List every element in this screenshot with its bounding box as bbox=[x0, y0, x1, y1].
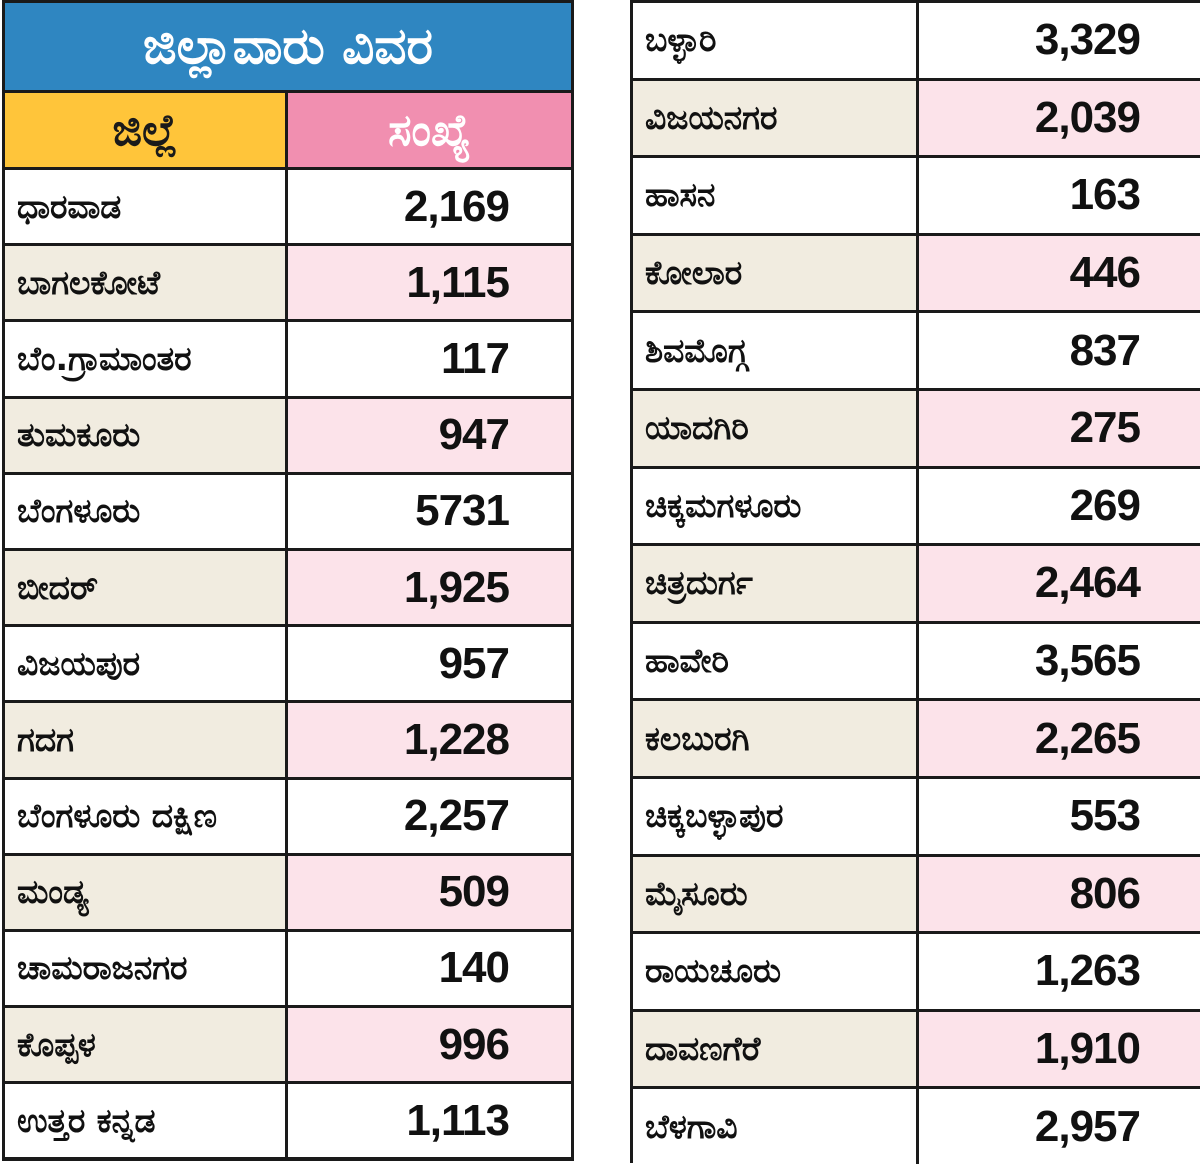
district-count: 446 bbox=[919, 235, 1200, 311]
table-row: ಗದಗ 1,228 bbox=[5, 703, 571, 780]
table-row: ಚಿಕ್ಕಮಗಳೂರು 269 bbox=[633, 468, 1200, 547]
table-title: ಜಿಲ್ಲಾವಾರು ವಿವರ bbox=[5, 3, 571, 93]
district-header: ಜಿಲ್ಲೆ bbox=[5, 93, 288, 167]
left-table: ಜಿಲ್ಲಾವಾರು ವಿವರ ಜಿಲ್ಲೆ ಸಂಖ್ಯೆ ಧಾರವಾಡ 2,16… bbox=[2, 0, 574, 1161]
table-row: ಬೆಂ.ಗ್ರಾಮಾಂತರ 117 bbox=[5, 322, 571, 399]
table-row: ಚಿತ್ರದುರ್ಗ 2,464 bbox=[633, 546, 1200, 624]
table-row: ಬೆಳಗಾವಿ 2,957 bbox=[633, 1089, 1200, 1164]
district-count: 163 bbox=[919, 158, 1200, 233]
table-row: ದಾವಣಗೆರೆ 1,910 bbox=[633, 1011, 1200, 1090]
district-count: 3,565 bbox=[919, 623, 1200, 699]
table-row: ಉತ್ತರ ಕನ್ನಡ 1,113 bbox=[5, 1084, 571, 1158]
district-name: ಚಿತ್ರದುರ್ಗ bbox=[633, 546, 919, 621]
district-name: ತುಮಕೂರು bbox=[5, 398, 288, 472]
district-count: 947 bbox=[288, 398, 571, 472]
district-name: ವಿಜಯನಗರ bbox=[633, 80, 919, 156]
table-row: ಮೈಸೂರು 806 bbox=[633, 856, 1200, 935]
district-name: ವಿಜಯಪುರ bbox=[5, 627, 288, 701]
table-row: ಬಾಗಲಕೋಟೆ 1,115 bbox=[5, 246, 571, 323]
district-name: ಧಾರವಾಡ bbox=[5, 170, 288, 244]
table-row: ತುಮಕೂರು 947 bbox=[5, 398, 571, 475]
district-count: 2,957 bbox=[919, 1089, 1200, 1164]
table-row: ಚಿಕ್ಕಬಳ್ಳಾಪುರ 553 bbox=[633, 778, 1200, 857]
right-table-body: ಬಳ್ಳಾರಿ 3,329 ವಿಜಯನಗರ 2,039 ಹಾಸನ 163 ಕೋಲಾರ 446 ಶ… bbox=[633, 3, 1200, 1164]
table-row: ಬೆಂಗಳೂರು ದಕ್ಷಿಣ 2,257 bbox=[5, 779, 571, 856]
header-row: ಜಿಲ್ಲೆ ಸಂಖ್ಯೆ bbox=[5, 93, 571, 170]
district-count: 2,169 bbox=[288, 170, 571, 244]
district-count: 996 bbox=[288, 1008, 571, 1082]
table-row: ಹಾವೇರಿ 3,565 bbox=[633, 623, 1200, 702]
district-name: ಬೆಂಗಳೂರು bbox=[5, 474, 288, 548]
district-count: 1,228 bbox=[288, 703, 571, 777]
table-row: ಕೊಪ್ಪಳ 996 bbox=[5, 1008, 571, 1085]
district-name: ಕೋಲಾರ bbox=[633, 235, 919, 311]
district-name: ಕಲಬುರಗಿ bbox=[633, 701, 919, 776]
table-row: ಚಾಮರಾಜನಗರ 140 bbox=[5, 931, 571, 1009]
right-table: ಬಳ್ಳಾರಿ 3,329 ವಿಜಯನಗರ 2,039 ಹಾಸನ 163 ಕೋಲಾರ 446 ಶ… bbox=[630, 0, 1200, 1164]
district-name: ರಾಯಚೂರು bbox=[633, 934, 919, 1009]
district-count: 269 bbox=[919, 468, 1200, 544]
district-name: ಬಾಗಲಕೋಟೆ bbox=[5, 246, 288, 320]
district-count: 1,115 bbox=[288, 246, 571, 320]
district-name: ಉತ್ತರ ಕನ್ನಡ bbox=[5, 1084, 288, 1158]
district-count: 1,925 bbox=[288, 550, 571, 625]
district-name: ಚಿಕ್ಕಬಳ್ಳಾಪುರ bbox=[633, 778, 919, 854]
table-row: ಬೆಂಗಳೂರು 5731 bbox=[5, 474, 571, 551]
district-count: 2,265 bbox=[919, 701, 1200, 776]
district-name: ಬೆಳಗಾವಿ bbox=[633, 1089, 919, 1164]
district-count: 5731 bbox=[288, 474, 571, 548]
table-row: ವಿಜಯಪುರ 957 bbox=[5, 627, 571, 704]
district-name: ಹಾಸನ bbox=[633, 158, 919, 233]
table-row: ಮಂಡ್ಯ 509 bbox=[5, 855, 571, 932]
district-name: ಮೈಸೂರು bbox=[633, 856, 919, 932]
table-row: ರಾಯಚೂರು 1,263 bbox=[633, 934, 1200, 1012]
district-count: 3,329 bbox=[919, 3, 1200, 78]
table-row: ಬೀದರ್ 1,925 bbox=[5, 550, 571, 628]
table-row: ಬಳ್ಳಾರಿ 3,329 bbox=[633, 3, 1200, 81]
district-name: ಬೆಂ.ಗ್ರಾಮಾಂತರ bbox=[5, 322, 288, 396]
district-count: 1,910 bbox=[919, 1011, 1200, 1087]
district-name: ದಾವಣಗೆರೆ bbox=[633, 1011, 919, 1087]
district-count: 2,039 bbox=[919, 80, 1200, 156]
table-row: ಕೋಲಾರ 446 bbox=[633, 235, 1200, 314]
district-name: ಗದಗ bbox=[5, 703, 288, 777]
district-name: ಬೆಂಗಳೂರು ದಕ್ಷಿಣ bbox=[5, 779, 288, 853]
district-count: 275 bbox=[919, 390, 1200, 466]
district-count: 806 bbox=[919, 856, 1200, 932]
district-name: ಶಿವಮೊಗ್ಗ bbox=[633, 313, 919, 388]
left-table-body: ಧಾರವಾಡ 2,169 ಬಾಗಲಕೋಟೆ 1,115 ಬೆಂ.ಗ್ರಾಮಾಂತರ 117… bbox=[5, 170, 571, 1158]
district-count: 837 bbox=[919, 313, 1200, 388]
district-name: ಕೊಪ್ಪಳ bbox=[5, 1008, 288, 1082]
count-header: ಸಂಖ್ಯೆ bbox=[288, 93, 571, 167]
district-count: 2,257 bbox=[288, 779, 571, 853]
district-count: 117 bbox=[288, 322, 571, 396]
district-count: 509 bbox=[288, 855, 571, 929]
table-row: ಹಾಸನ 163 bbox=[633, 158, 1200, 236]
district-name: ಹಾವೇರಿ bbox=[633, 623, 919, 699]
district-count: 1,113 bbox=[288, 1084, 571, 1158]
district-count: 2,464 bbox=[919, 546, 1200, 621]
table-row: ವಿಜಯನಗರ 2,039 bbox=[633, 80, 1200, 159]
district-count: 553 bbox=[919, 778, 1200, 854]
district-name: ಯಾದಗಿರಿ bbox=[633, 390, 919, 466]
table-row: ಕಲಬುರಗಿ 2,265 bbox=[633, 701, 1200, 779]
table-row: ಯಾದಗಿರಿ 275 bbox=[633, 390, 1200, 469]
district-name: ಚಾಮರಾಜನಗರ bbox=[5, 931, 288, 1006]
district-count: 957 bbox=[288, 627, 571, 701]
district-count: 140 bbox=[288, 931, 571, 1006]
district-name: ಬೀದರ್ bbox=[5, 550, 288, 625]
table-row: ಧಾರವಾಡ 2,169 bbox=[5, 170, 571, 247]
district-name: ಚಿಕ್ಕಮಗಳೂರು bbox=[633, 468, 919, 544]
district-name: ಬಳ್ಳಾರಿ bbox=[633, 3, 919, 78]
district-count: 1,263 bbox=[919, 934, 1200, 1009]
table-row: ಶಿವಮೊಗ್ಗ 837 bbox=[633, 313, 1200, 391]
district-name: ಮಂಡ್ಯ bbox=[5, 855, 288, 929]
